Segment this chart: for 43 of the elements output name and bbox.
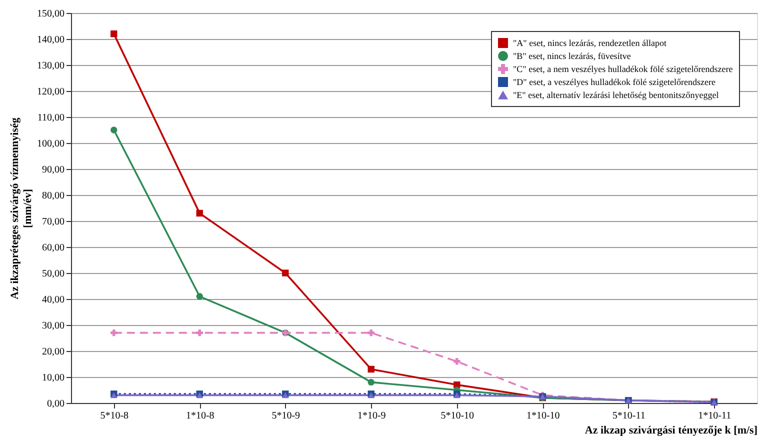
x-tick-label: 5*10-9: [272, 410, 300, 422]
x-tick-label: 5*10-8: [100, 410, 129, 422]
point: [368, 366, 374, 373]
x-tick-label: 1*10-8: [186, 410, 214, 422]
legend-label: "E" eset, alternatív lezárási lehetőség bentonitszőnyeggel: [513, 90, 720, 100]
point: [196, 210, 203, 217]
y-tick-label: 60,00: [42, 242, 64, 254]
legend-label: "D" eset, a veszélyes hulladékok fölé szigetelőrendszere: [513, 77, 716, 87]
y-tick-label: 130,00: [37, 60, 64, 72]
point: [282, 270, 289, 276]
y-tick-label: 100,00: [37, 138, 64, 150]
y-tick-label: 70,00: [42, 216, 64, 228]
y-tick-label: 120,00: [37, 86, 64, 98]
text: [mm/év]: [22, 188, 34, 228]
y-tick-label: 50,00: [42, 268, 64, 280]
legend-label: "C" eset, a nem veszélyes hulladékok fölé szigetelőrendszere: [513, 64, 733, 74]
y-tick-label: 80,00: [42, 190, 64, 202]
point: [110, 126, 118, 134]
y-tick-label: 90,00: [42, 164, 64, 176]
point: [110, 30, 118, 38]
point: [368, 378, 374, 386]
point: [196, 329, 203, 336]
y-tick-label: 20,00: [42, 346, 64, 358]
text: Az ikzapréteges szivárgó vízmennyiség: [9, 118, 21, 300]
point: [110, 329, 118, 336]
x-tick-label: 5*10-10: [440, 410, 474, 422]
y-tick-label: 10,00: [42, 372, 64, 384]
y-tick-label: 30,00: [42, 320, 64, 332]
point: [196, 293, 203, 300]
legend-label: "B" eset, nincs lezárás, füvesítve: [513, 51, 631, 61]
y-tick-label: 40,00: [42, 294, 64, 306]
y-tick-label: 0,00: [47, 398, 64, 410]
x-tick-label: 1*10-11: [698, 410, 732, 422]
x-tick-label: 1*10-10: [526, 410, 560, 422]
x-tick-label: 1*10-9: [357, 410, 386, 422]
y-tick-label: 140,00: [37, 34, 64, 46]
point: [454, 358, 460, 365]
x-tick-label: 5*10-11: [612, 410, 646, 422]
y-tick-label: 150,00: [37, 8, 64, 20]
x-axis-title: Az ikzap szivárgási tényezője k [m/s]: [584, 424, 758, 436]
y-tick-label: 110,00: [37, 112, 64, 124]
point: [368, 329, 374, 336]
legend-label: "A" eset, nincs lezárás, rendezetlen állapot: [513, 38, 668, 48]
